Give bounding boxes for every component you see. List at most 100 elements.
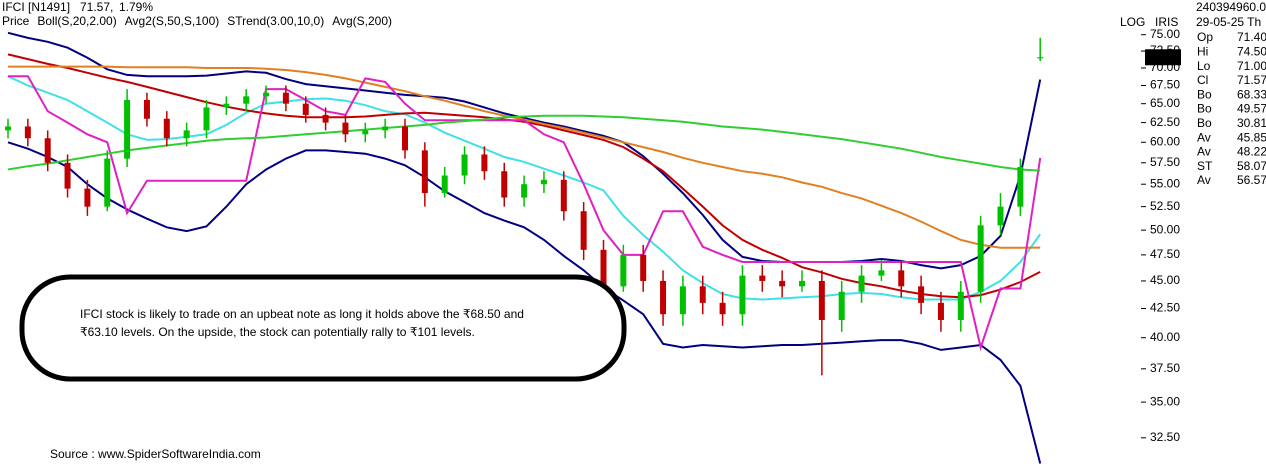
info-value: 45.85	[1237, 130, 1266, 144]
y-tick-label: 60.00	[1150, 134, 1180, 148]
candle-body	[957, 291, 964, 320]
plot-area	[5, 31, 1044, 464]
candle-body	[918, 286, 925, 303]
candle-body	[521, 184, 528, 198]
candle-body	[838, 291, 845, 320]
info-label: Bo	[1197, 102, 1212, 116]
candle-body	[679, 286, 686, 315]
log-label: LOG	[1120, 15, 1145, 29]
y-tick-label: 65.00	[1150, 96, 1180, 110]
candle-body	[421, 150, 428, 194]
info-volume: 240394960.0	[1196, 0, 1266, 14]
candle-body	[560, 179, 567, 212]
info-value: 30.81	[1237, 116, 1266, 130]
annotation-line: ₹63.10 levels. On the upside, the stock …	[80, 325, 475, 339]
candle-body	[302, 103, 309, 115]
chart-title: IFCI [N1491]	[2, 0, 70, 14]
y-tick-label: 75.00	[1150, 27, 1180, 41]
y-tick-label: 40.00	[1150, 330, 1180, 344]
candle-body	[44, 138, 51, 163]
candle-body	[124, 99, 131, 159]
info-value: 74.50	[1237, 44, 1266, 58]
candle-body	[818, 280, 825, 320]
legend-item: Avg2(S,50,S,100)	[125, 14, 220, 28]
change: 1.79%	[119, 0, 153, 14]
candle-body	[104, 158, 111, 207]
candle-body	[143, 99, 150, 119]
candle-body	[620, 254, 627, 287]
candle-body	[203, 107, 210, 131]
candle-body	[699, 286, 706, 303]
y-tick-label: 50.00	[1150, 222, 1180, 236]
candle-body	[441, 175, 448, 194]
candle-body	[163, 118, 170, 139]
y-tick-label: 45.00	[1150, 273, 1180, 287]
info-date: 29-05-25 Th	[1196, 15, 1261, 29]
info-label: Av	[1197, 145, 1211, 159]
info-value: 48.22	[1237, 145, 1266, 159]
y-tick-label: 52.50	[1150, 199, 1180, 213]
legend-item: STrend(3.00,10,0)	[227, 14, 324, 28]
info-label: Bo	[1197, 87, 1212, 101]
candle-body	[5, 126, 11, 131]
candle-body	[600, 249, 607, 287]
candle-body	[362, 130, 369, 135]
candle-body	[898, 270, 905, 287]
info-value: 56.57	[1237, 173, 1266, 187]
candle-body	[540, 179, 547, 185]
candle-body	[461, 154, 468, 176]
candle-body	[719, 302, 726, 315]
candle-body	[937, 302, 944, 320]
candle-body	[223, 103, 230, 108]
indicator-line	[7, 114, 1041, 172]
candle-body	[1037, 57, 1044, 59]
y-tick-label: 32.50	[1150, 430, 1180, 444]
candle-body	[481, 154, 488, 172]
candle-body	[977, 225, 984, 292]
info-label: Op	[1197, 30, 1213, 44]
candle-body	[382, 126, 389, 131]
candle-body	[322, 114, 329, 123]
indicator-line	[8, 75, 1042, 352]
info-value: 68.33	[1237, 87, 1266, 101]
y-tick-label: 57.50	[1150, 155, 1180, 169]
annotation-line: IFCI stock is likely to trade on an upbe…	[80, 307, 524, 321]
info-label: Lo	[1197, 59, 1211, 73]
info-value: 71.57	[1237, 73, 1266, 87]
indicator-line	[7, 75, 1042, 301]
info-label: Hi	[1197, 44, 1208, 58]
candle-body	[84, 188, 91, 207]
candle-body	[779, 280, 786, 287]
legend-item: Price	[2, 14, 30, 28]
candle-body	[858, 275, 865, 292]
y-tick-label: 55.00	[1150, 176, 1180, 190]
candle-body	[739, 275, 746, 315]
info-label: Av	[1197, 130, 1211, 144]
info-label: Bo	[1197, 116, 1212, 130]
legend-item: Avg(S,200)	[332, 14, 392, 28]
candle-body	[24, 126, 31, 139]
source: Source : www.SpiderSoftwareIndia.com	[50, 447, 261, 461]
info-label: Cl	[1197, 73, 1208, 87]
y-tick-label: 47.50	[1150, 247, 1180, 261]
candle-body	[243, 96, 250, 104]
legend-item: Boll(S,20,2.00)	[37, 14, 116, 28]
info-value: 58.07	[1237, 159, 1266, 173]
indicator-line	[7, 141, 1042, 464]
candle-body	[263, 92, 270, 97]
candle-body	[282, 92, 289, 104]
indicator-line	[7, 53, 1041, 299]
y-tick-label: 35.00	[1150, 394, 1180, 408]
candle-body	[1017, 166, 1024, 207]
info-value: 71.00	[1237, 59, 1266, 73]
info-value: 71.40	[1237, 30, 1266, 44]
annotation-box	[19, 274, 627, 382]
indicator-line	[7, 31, 1042, 270]
candle-body	[402, 126, 408, 151]
candle-body	[799, 280, 805, 287]
info-label: Av	[1197, 173, 1211, 187]
candle-body	[501, 171, 508, 198]
last-price: 71.57,	[80, 0, 113, 14]
